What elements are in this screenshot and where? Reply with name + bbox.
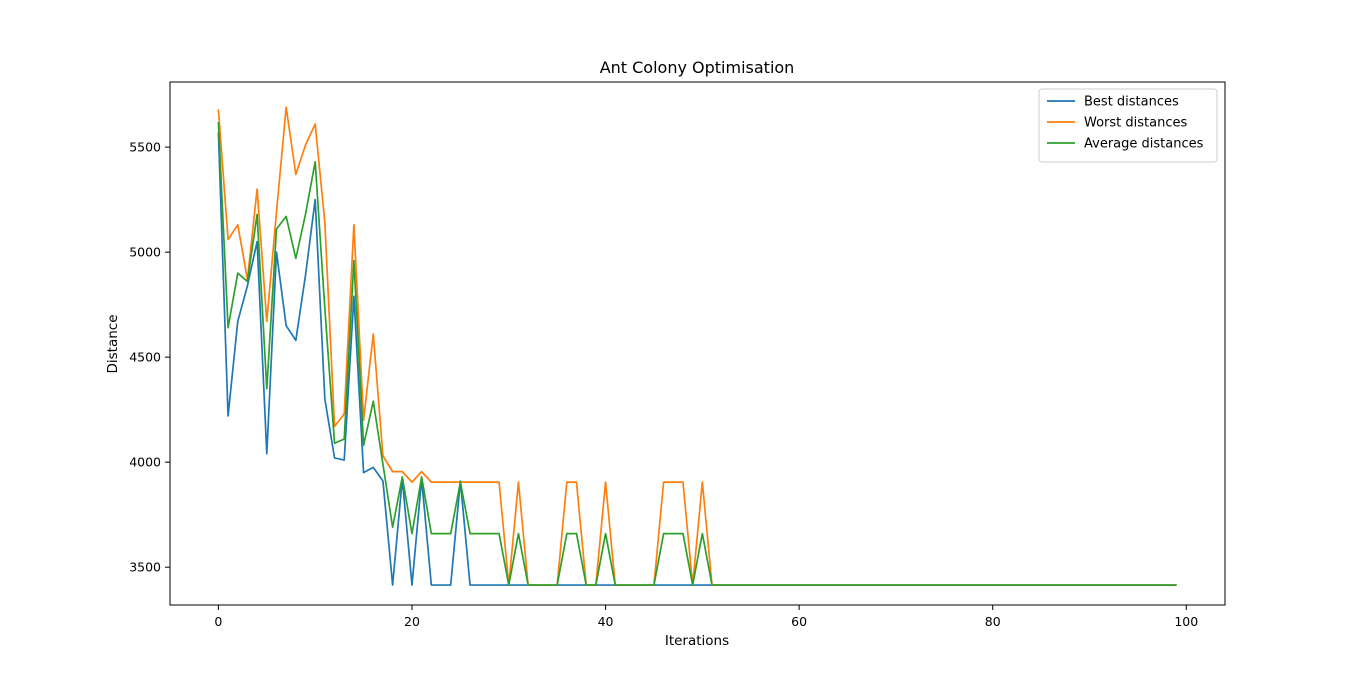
legend-entry-label: Best distances [1084,95,1179,110]
legend: Best distances Worst distances Average dis… [1038,88,1218,163]
axes: 0 20 40 60 80 100 3500 4000 4500 5000 5500 [129,140,1198,629]
legend-entry-label: Average distances [1084,137,1204,152]
y-tick-label: 3500 [129,560,161,575]
x-tick-label: 100 [1174,614,1198,629]
x-tick-label: 60 [791,614,807,629]
series-line-3 [217,121,1177,586]
y-axis-label: Distance [105,314,121,373]
series-line-2 [217,106,1177,586]
y-tick-label: 4500 [129,350,161,365]
x-tick-label: 80 [985,614,1001,629]
y-tick-label: 5500 [129,140,161,155]
series-lines [217,106,1177,586]
x-tick-label: 40 [598,614,614,629]
legend-box [1038,88,1218,163]
legend-entry-label: Worst distances [1084,116,1187,131]
y-tick-label: 4000 [129,455,161,470]
chart-title: Ant Colony Optimisation [600,58,795,77]
series-line-1 [217,132,1177,586]
y-tick-label: 5000 [129,245,161,260]
x-tick-label: 20 [404,614,420,629]
x-tick-label: 0 [214,614,222,629]
plot-frame [169,81,1226,606]
x-axis-label: Iterations [665,633,729,649]
